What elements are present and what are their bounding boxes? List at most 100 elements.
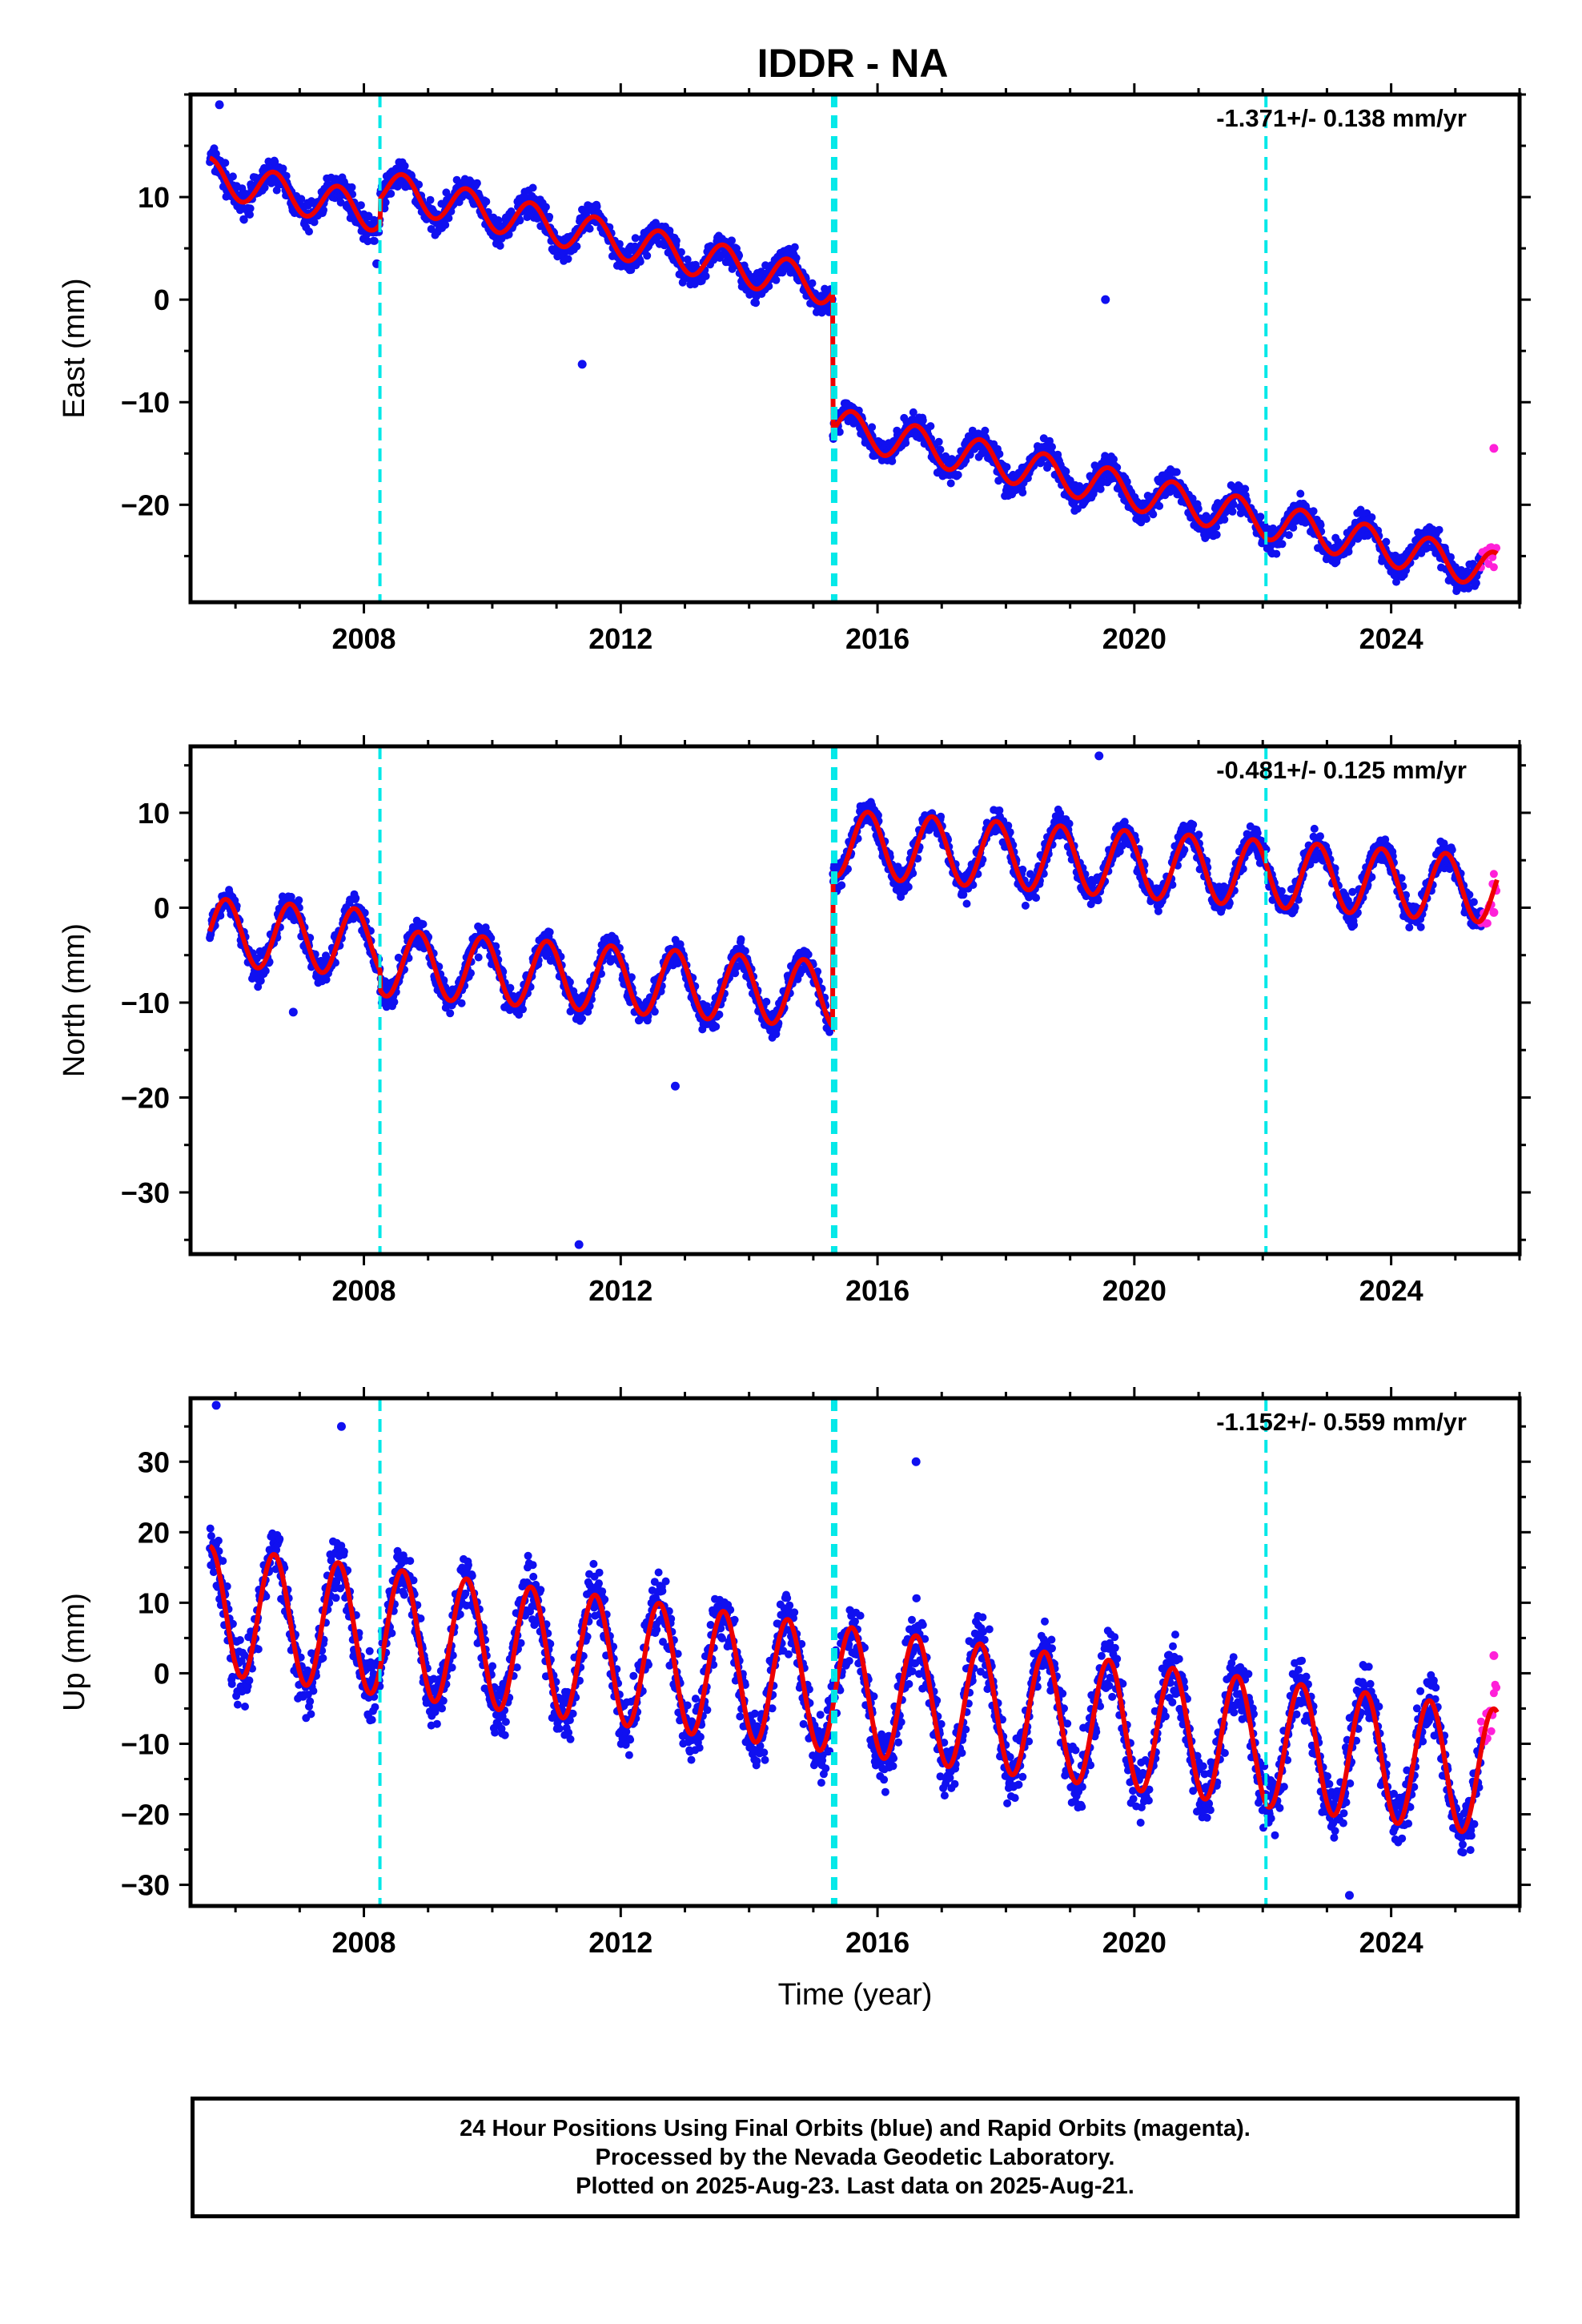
- data-point: [934, 437, 943, 446]
- data-point: [981, 426, 990, 435]
- data-point: [545, 212, 554, 221]
- data-point: [1284, 531, 1293, 540]
- outlier-point: [215, 100, 224, 110]
- data-point: [1447, 553, 1455, 561]
- data-point: [1256, 513, 1265, 521]
- data-point: [282, 171, 291, 180]
- data-point: [1018, 865, 1027, 874]
- data-point: [715, 1010, 724, 1019]
- data-point: [1149, 510, 1158, 519]
- data-point: [1086, 900, 1095, 909]
- data-point: [221, 159, 230, 167]
- data-point: [474, 953, 483, 962]
- data-point: [592, 202, 601, 211]
- y-tick-label: 0: [154, 283, 170, 316]
- y-tick-label: −20: [121, 489, 170, 521]
- data-point: [246, 204, 255, 213]
- data-point: [528, 183, 537, 192]
- data-point: [347, 183, 356, 191]
- data-point: [457, 999, 466, 1007]
- data-point: [1367, 513, 1376, 521]
- data-point: [578, 1014, 586, 1023]
- data-point: [1155, 501, 1164, 510]
- data-point: [519, 1005, 527, 1014]
- data-point: [545, 928, 554, 936]
- data-point: [295, 896, 303, 905]
- data-point: [1120, 818, 1129, 826]
- data-point: [1048, 443, 1056, 451]
- data-point: [1154, 907, 1162, 915]
- data-point: [370, 236, 379, 245]
- data-point: [825, 1027, 834, 1036]
- data-point: [1241, 485, 1250, 493]
- data-point: [677, 247, 685, 256]
- data-point: [1278, 540, 1287, 549]
- data-point: [954, 471, 962, 479]
- data-point: [1382, 537, 1391, 546]
- y-axis-label: East (mm): [58, 278, 91, 418]
- data-point: [482, 197, 491, 206]
- data-point: [541, 203, 550, 211]
- data-point: [1464, 584, 1473, 593]
- data-point: [504, 230, 513, 239]
- data-point: [415, 180, 424, 189]
- data-point: [322, 975, 331, 984]
- data-point: [1212, 523, 1221, 531]
- data-point: [1189, 820, 1198, 829]
- data-point: [1195, 830, 1203, 839]
- data-point: [1018, 489, 1027, 497]
- data-point: [336, 198, 345, 207]
- data-point: [962, 899, 971, 908]
- data-point: [400, 162, 409, 171]
- outlier-point: [1101, 295, 1110, 304]
- data-point: [494, 216, 503, 224]
- data-point: [492, 942, 500, 951]
- data-point: [1253, 829, 1262, 838]
- data-point: [909, 869, 917, 878]
- y-tick-label: −10: [121, 386, 170, 419]
- data-point: [216, 911, 225, 920]
- data-point: [808, 279, 817, 287]
- data-point: [1296, 489, 1305, 498]
- data-point: [1289, 523, 1298, 532]
- data-point: [631, 234, 640, 243]
- data-point: [1472, 579, 1480, 588]
- x-tick-label: 2016: [845, 622, 909, 655]
- data-point: [506, 983, 515, 992]
- data-point: [297, 195, 306, 203]
- data-point: [427, 225, 436, 233]
- data-point: [1168, 880, 1177, 889]
- y-tick-label: 10: [138, 181, 170, 214]
- data-point: [305, 227, 313, 236]
- data-point: [615, 239, 624, 248]
- data-point: [572, 242, 581, 251]
- scatter-points: [206, 751, 1501, 1249]
- data-point: [1309, 507, 1318, 516]
- data-point: [1277, 887, 1286, 895]
- data-point: [260, 183, 269, 192]
- data-point: [279, 164, 287, 173]
- data-point: [1021, 901, 1030, 910]
- data-point: [918, 416, 927, 424]
- data-point: [1065, 819, 1074, 828]
- data-point: [516, 216, 524, 225]
- data-point: [441, 220, 450, 229]
- x-tick-label: 2024: [1359, 622, 1423, 655]
- final-orbit-points: [206, 798, 1485, 1042]
- data-point: [1194, 505, 1203, 513]
- final-orbit-points: [206, 144, 1485, 596]
- data-point: [310, 218, 319, 227]
- outlier-point: [577, 360, 587, 369]
- data-point: [731, 969, 740, 978]
- data-point: [804, 950, 813, 959]
- data-point: [741, 947, 749, 955]
- data-point: [287, 892, 295, 901]
- data-point: [271, 158, 279, 166]
- data-point: [351, 894, 360, 903]
- data-point: [1142, 515, 1150, 523]
- chart-title: IDDR - NA: [757, 41, 949, 86]
- data-point: [1172, 468, 1181, 476]
- data-point: [261, 967, 270, 975]
